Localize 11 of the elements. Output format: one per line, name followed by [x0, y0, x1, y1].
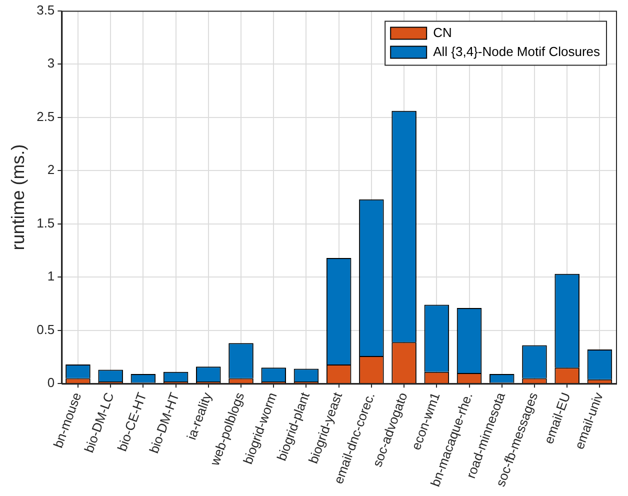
y-tick-label: 3.5	[36, 2, 55, 18]
legend-label: All {3,4}-Node Motif Closures	[433, 44, 600, 59]
y-tick-label: 2.5	[36, 108, 55, 124]
y-tick-label: 0.5	[36, 322, 55, 337]
y-tick-label: 2	[47, 162, 55, 178]
legend-label: CN	[433, 24, 452, 40]
y-tick-label: 0	[47, 375, 55, 390]
y-tick-label: 3	[47, 56, 55, 71]
y-axis-title: runtime (ms.)	[8, 144, 28, 250]
y-tick-label: 1	[47, 268, 55, 284]
y-tick-label: 1.5	[36, 215, 55, 230]
